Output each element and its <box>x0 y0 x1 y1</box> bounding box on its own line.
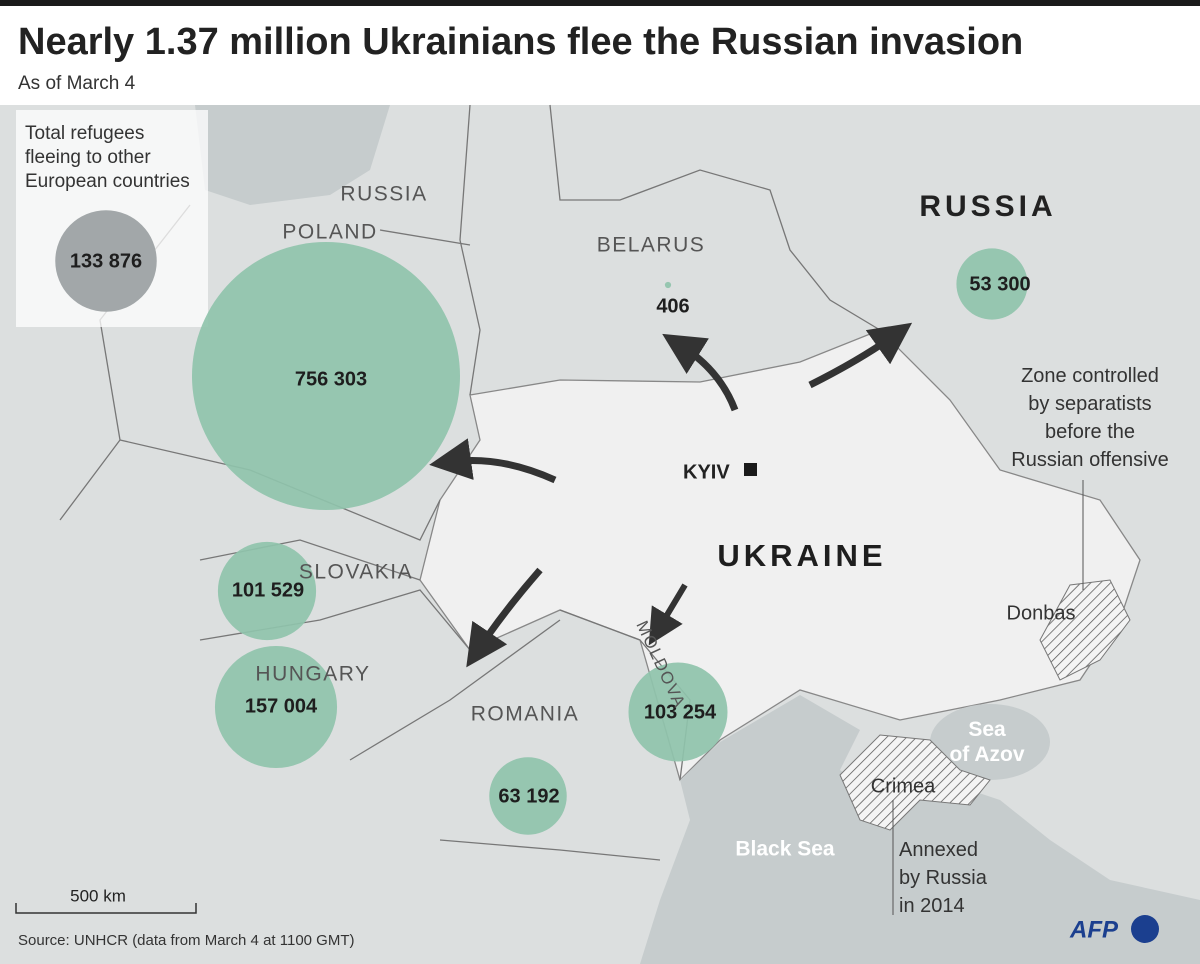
region-label: Crimea <box>871 775 936 797</box>
country-label: UKRAINE <box>717 538 886 573</box>
subtitle: As of March 4 <box>18 73 136 94</box>
text-line: before the <box>1045 421 1135 443</box>
text-line: in 2014 <box>899 895 965 917</box>
arrow-east <box>808 322 913 389</box>
sea-label: Sea of Azov <box>949 718 1024 766</box>
annotation: Zone controlled by separatists before the R… <box>1011 365 1169 471</box>
refugee-value-label: 756 303 <box>295 368 367 390</box>
refugee-value-label: 406 <box>656 295 689 317</box>
city-label: KYIV <box>683 461 730 483</box>
region-label: Donbas <box>1007 602 1076 624</box>
refugee-bubble <box>628 662 728 762</box>
baltic-sea <box>195 105 390 205</box>
logo: AFP <box>1069 916 1119 943</box>
text-line: Annexed <box>899 839 978 861</box>
text-line: by Russia <box>899 867 988 889</box>
country-label: RUSSIA <box>919 190 1056 223</box>
title: Nearly 1.37 million Ukrainians flee the … <box>18 21 1023 63</box>
refugee-bubble <box>192 242 460 510</box>
annotation: Annexed by Russia in 2014 <box>899 839 988 917</box>
country-label: ROMANIA <box>471 703 580 726</box>
text-line: Sea <box>968 718 1006 741</box>
text-line: of Azov <box>949 743 1024 766</box>
country-label: BELARUS <box>597 234 706 257</box>
legend-value-label: 133 876 <box>70 250 142 272</box>
legend-bubble <box>55 210 157 312</box>
arrow-southwest <box>466 567 543 668</box>
country-label: POLAND <box>282 221 377 244</box>
scale-bar <box>15 903 197 914</box>
refugee-bubble <box>489 757 567 835</box>
refugee-value-label: 101 529 <box>232 579 304 601</box>
refugee-bubble <box>664 281 672 289</box>
legend-text: Total refugees fleeing to other European c… <box>25 123 190 192</box>
ukraine <box>419 329 1141 782</box>
refugee-bubble <box>214 645 338 769</box>
sea-label: Black Sea <box>735 838 835 861</box>
crimea-area <box>839 734 991 831</box>
refugee-bubble <box>956 248 1028 320</box>
country-label: SLOVAKIA <box>299 561 413 584</box>
legend-title: Total refugees fleeing to other European c… <box>25 123 190 192</box>
refugee-bubble <box>217 541 317 641</box>
arrow-west <box>429 438 557 484</box>
refugee-value-label: 63 192 <box>498 785 559 807</box>
refugee-value-label: 157 004 <box>245 695 318 717</box>
sea-of-azov <box>930 704 1050 780</box>
kyiv-marker <box>744 463 757 476</box>
refugee-value-label: 53 300 <box>969 273 1030 295</box>
logo-dot <box>1131 915 1159 943</box>
refugee-value-label: 103 254 <box>644 701 717 723</box>
black-sea <box>640 695 1200 964</box>
arrow-north <box>662 333 739 412</box>
text-line: fleeing to other <box>25 147 151 168</box>
bubbles: 133 876 756 303 101 529 157 004 63 192 103 25… <box>55 210 1031 835</box>
text-line: by separatists <box>1028 393 1151 415</box>
text-line: Total refugees <box>25 123 144 144</box>
text-line: European countries <box>25 171 190 192</box>
country-label: RUSSIA <box>340 183 427 206</box>
text-line: Zone controlled <box>1021 365 1159 387</box>
scale-label: 500 km <box>70 886 126 905</box>
source: Source: UNHCR (data from March 4 at 1100… <box>18 932 355 949</box>
top-bar <box>0 0 1200 6</box>
arrow-south <box>648 583 688 646</box>
donbas-area <box>1039 579 1131 681</box>
country-label: HUNGARY <box>255 663 370 686</box>
text-line: Russian offensive <box>1011 449 1169 471</box>
map <box>0 104 1200 964</box>
